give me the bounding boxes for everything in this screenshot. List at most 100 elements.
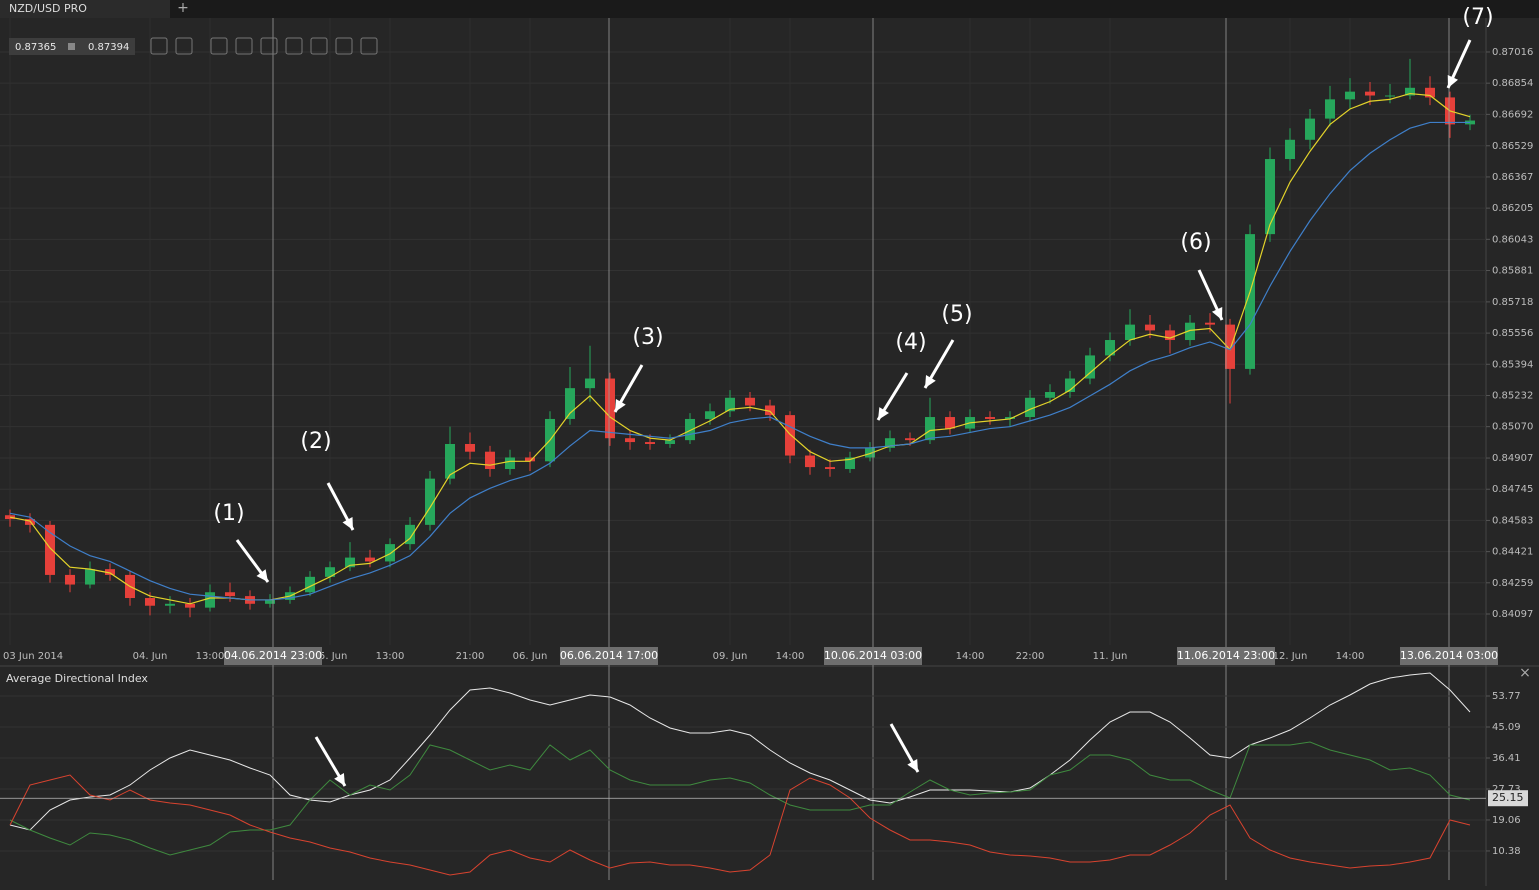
candle-body xyxy=(905,438,915,441)
candle-body xyxy=(605,378,615,439)
arrow-head xyxy=(878,407,889,420)
x-tick-label: 03 Jun 2014 xyxy=(3,651,63,662)
y-tick-label: 0.87016 xyxy=(1492,47,1533,58)
candle-body xyxy=(805,455,815,468)
zoom-in[interactable] xyxy=(175,37,193,55)
y-tick-label: 0.86367 xyxy=(1492,172,1533,183)
candle-body xyxy=(345,557,355,568)
candle-body xyxy=(1005,417,1015,419)
arrow-head xyxy=(256,569,268,582)
candle-body xyxy=(45,524,55,575)
y-tick-label: 10.38 xyxy=(1492,846,1521,857)
candle-body xyxy=(1285,139,1295,160)
x-tick-label: 12. Jun xyxy=(1273,651,1308,662)
y-tick-label: 0.85718 xyxy=(1492,297,1533,308)
add-tab[interactable]: + xyxy=(177,0,189,16)
candle-body xyxy=(685,418,695,441)
candle-body xyxy=(845,457,855,470)
drawing[interactable] xyxy=(285,37,303,55)
candle-body xyxy=(265,599,275,604)
crosshair-label-box xyxy=(560,647,658,665)
zoom-out[interactable] xyxy=(150,37,168,55)
candle-body xyxy=(465,443,475,452)
y-tick-label: 0.86854 xyxy=(1492,78,1533,89)
candle-body xyxy=(425,478,435,525)
annotation: (6) xyxy=(1180,230,1211,255)
candle-body xyxy=(565,388,575,419)
indicators[interactable] xyxy=(260,37,278,55)
tab[interactable] xyxy=(0,0,170,18)
x-tick-label: 05. Jun xyxy=(313,651,348,662)
y-tick-label: 0.85394 xyxy=(1492,359,1533,370)
indicator-line xyxy=(9,774,1471,876)
y-tick-label: 0.86529 xyxy=(1492,141,1533,152)
candle-body xyxy=(1125,324,1135,341)
spread-icon xyxy=(68,43,75,50)
candle-body xyxy=(185,603,195,608)
y-tick-label: 19.06 xyxy=(1492,815,1521,826)
panel-close[interactable]: × xyxy=(1519,665,1531,681)
y-tick-label: 0.85232 xyxy=(1492,390,1533,401)
candle-body xyxy=(305,576,315,593)
candle-body xyxy=(1065,378,1075,393)
candle-body xyxy=(705,411,715,419)
candle-body xyxy=(105,569,115,575)
crosshair-label: 04.06.2014 23:00 xyxy=(224,649,322,662)
period[interactable] xyxy=(210,37,228,55)
pen[interactable] xyxy=(360,37,378,55)
tab-bar xyxy=(0,0,1539,18)
candle-body xyxy=(1045,392,1055,398)
level-label: 25.15 xyxy=(1492,791,1524,804)
x-tick-label: 21:00 xyxy=(456,651,485,662)
candle-body xyxy=(725,397,735,412)
candle-body xyxy=(1245,234,1255,369)
candle-body xyxy=(1225,324,1235,369)
annotation: (5) xyxy=(941,302,972,327)
x-tick-label: 14:00 xyxy=(956,651,985,662)
candle-body xyxy=(885,438,895,448)
arrow-head xyxy=(342,517,353,530)
annotation: (1) xyxy=(213,501,244,526)
candle-body xyxy=(485,451,495,470)
candle-body xyxy=(325,567,335,577)
tab-title[interactable]: NZD/USD PRO xyxy=(9,2,87,15)
y-tick-label: 0.85556 xyxy=(1492,328,1533,339)
y-tick-label: 53.77 xyxy=(1492,691,1521,702)
edit[interactable] xyxy=(335,37,353,55)
candle-body xyxy=(625,438,635,443)
candle-body xyxy=(65,574,75,585)
moving-average xyxy=(9,121,1470,601)
x-tick-label: 11. Jun xyxy=(1093,651,1128,662)
candle-body xyxy=(765,405,775,416)
y-tick-label: 0.86692 xyxy=(1492,109,1533,120)
y-tick-label: 0.84583 xyxy=(1492,515,1533,526)
candle-body xyxy=(1025,397,1035,418)
candle-body xyxy=(1105,340,1115,356)
y-tick-label: 0.84907 xyxy=(1492,453,1533,464)
candle-body xyxy=(1305,118,1315,140)
indicator-line xyxy=(9,672,1471,831)
candle-body xyxy=(865,447,875,458)
candle-body xyxy=(165,603,175,606)
chart-type[interactable] xyxy=(235,37,253,55)
candle-body xyxy=(525,457,535,462)
arrow-head xyxy=(1447,75,1459,88)
crosshair-label-box xyxy=(224,647,322,665)
candle-body xyxy=(1405,87,1415,96)
annotation: (3) xyxy=(632,325,663,350)
candle-body xyxy=(1325,99,1335,119)
y-tick-label: 0.85070 xyxy=(1492,422,1533,433)
layers[interactable] xyxy=(310,37,328,55)
y-tick-label: 0.85881 xyxy=(1492,266,1533,277)
candle-body xyxy=(145,598,155,606)
y-tick-label: 0.84745 xyxy=(1492,484,1533,495)
y-tick-label: 0.84259 xyxy=(1492,578,1533,589)
indicator-line xyxy=(9,741,1471,856)
x-tick-label: 14:00 xyxy=(776,651,805,662)
arrow-head xyxy=(615,399,626,412)
crosshair-label: 13.06.2014 03:00 xyxy=(1400,649,1498,662)
annotation: (7) xyxy=(1462,5,1493,30)
candle-body xyxy=(1265,159,1275,235)
